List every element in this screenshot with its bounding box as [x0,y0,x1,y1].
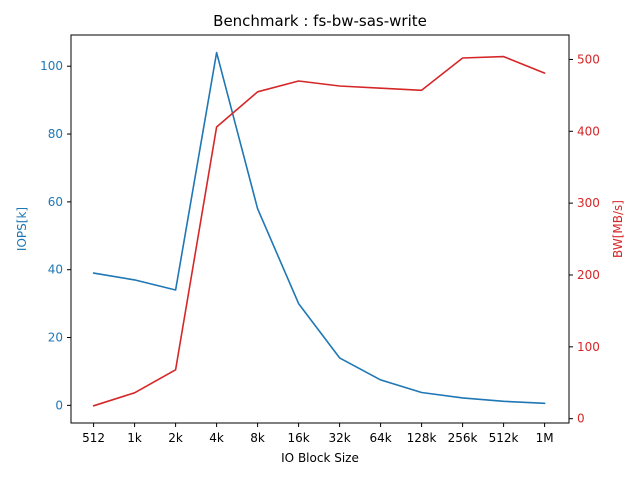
left-y-tick-label: 20 [48,331,63,345]
right-y-tick-label: 500 [577,52,600,66]
right-y-tick-label: 300 [577,196,600,210]
left-y-axis: 0 20 40 60 80 100 [40,59,71,412]
right-y-axis-label: BW[MB/s] [611,200,625,258]
right-y-tick-label: 0 [577,412,585,426]
x-tick-label: 256k [448,431,478,445]
plot-area [92,51,546,407]
x-tick-label: 16k [287,431,309,445]
x-tick-label: 64k [369,431,391,445]
right-y-tick-label: 200 [577,268,600,282]
x-tick-label: 2k [168,431,183,445]
left-y-tick-label: 40 [48,263,63,277]
x-axis: 512 1k 2k 4k 8k 16k 32k 64k 128k 256k 512k 1M [82,423,554,445]
left-y-tick-label: 100 [40,59,63,73]
right-y-tick-label: 100 [577,340,600,354]
x-tick-label: 512 [82,431,105,445]
x-tick-label: 32k [328,431,350,445]
left-y-tick-label: 60 [48,195,63,209]
x-tick-label: 1M [536,431,554,445]
left-y-tick-label: 0 [55,398,63,412]
chart-title: Benchmark : fs-bw-sas-write [213,12,427,30]
left-y-axis-label: IOPS[k] [15,207,29,251]
x-tick-label: 1k [127,431,142,445]
x-tick-label: 128k [407,431,437,445]
left-y-tick-label: 80 [48,127,63,141]
x-axis-label: IO Block Size [281,451,359,465]
x-tick-label: 4k [209,431,224,445]
iops-series-line [92,51,546,405]
x-tick-label: 8k [250,431,265,445]
right-y-axis: 0 100 200 300 400 500 [569,52,600,426]
right-y-tick-label: 400 [577,124,600,138]
x-tick-label: 512k [489,431,519,445]
plot-frame [70,34,570,424]
bw-series-line [92,55,546,407]
